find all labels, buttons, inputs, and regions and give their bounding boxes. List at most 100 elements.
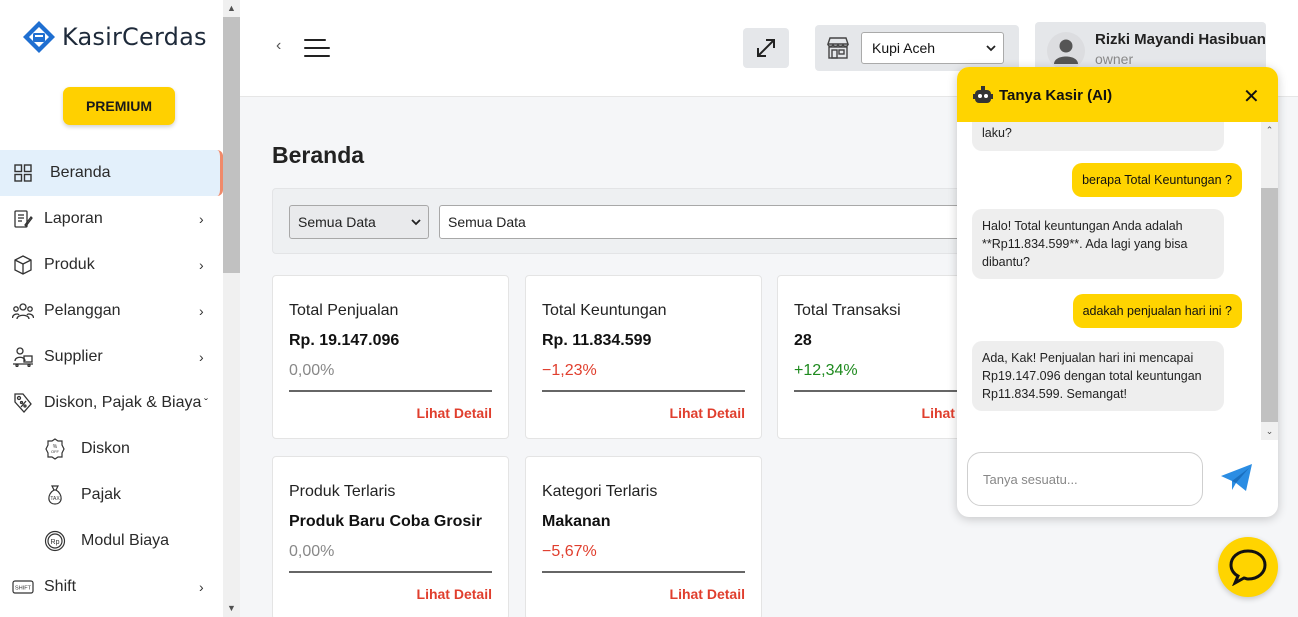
detail-filter-select[interactable]: Semua Data xyxy=(439,205,1039,239)
brand-name: KasirCerdas xyxy=(62,23,207,51)
chevron-down-icon: ˇ xyxy=(204,396,208,410)
sidebar: KasirCerdas PREMIUM Beranda Laporan › Pr… xyxy=(0,0,223,617)
brand-logo[interactable]: KasirCerdas xyxy=(22,18,207,56)
user-message: adakah penjualan hari ini ? xyxy=(1072,294,1242,328)
scroll-down-arrow-icon[interactable]: ▼ xyxy=(227,603,236,613)
sidebar-item-pajak[interactable]: TAX Pajak xyxy=(0,472,223,518)
kasircerdas-logo-icon xyxy=(22,20,56,54)
sidebar-item-pelanggan[interactable]: Pelanggan › xyxy=(0,288,223,334)
grid-icon xyxy=(12,162,34,184)
box-icon xyxy=(12,254,34,276)
store-icon xyxy=(827,37,849,59)
chat-bubble-icon xyxy=(1229,549,1267,586)
sidebar-item-label: Shift xyxy=(44,578,77,595)
sidebar-item-label: Diskon xyxy=(81,440,130,457)
sidebar-item-label: Pajak xyxy=(81,486,122,503)
user-message: berapa Total Keuntungan ? xyxy=(1072,163,1242,197)
card-value: Rp. 11.834.599 xyxy=(542,332,652,349)
lihat-detail-link[interactable]: Lihat Detail xyxy=(416,586,492,602)
rupiah-coin-icon: Rp xyxy=(44,530,66,552)
scrollbar-thumb[interactable] xyxy=(1261,188,1278,422)
chevron-right-icon: › xyxy=(199,303,204,319)
lihat-detail-link[interactable]: Lihat Detail xyxy=(669,405,745,421)
hamburger-menu-icon[interactable] xyxy=(304,37,330,59)
chevron-right-icon: › xyxy=(199,349,204,365)
user-role: owner xyxy=(1095,51,1134,67)
fullscreen-button[interactable] xyxy=(743,28,789,68)
premium-button[interactable]: PREMIUM xyxy=(63,87,175,125)
bot-message: Halo! Total keuntungan Anda adalah **Rp1… xyxy=(972,209,1224,279)
card-change: 0,00% xyxy=(289,543,335,560)
lihat-detail-link[interactable]: Lihat Detail xyxy=(669,586,745,602)
store-select-value: Kupi Aceh xyxy=(872,40,936,56)
card-title: Total Keuntungan xyxy=(542,302,667,319)
card-divider xyxy=(289,571,492,573)
card-change: 0,00% xyxy=(289,362,335,379)
ai-chat-panel: Tanya Kasir (AI) ✕ laku? berapa Total Ke… xyxy=(957,67,1278,517)
sidebar-scrollbar[interactable]: ▲ ▼ xyxy=(223,0,240,617)
sidebar-item-diskon[interactable]: % OFF Diskon xyxy=(0,426,223,472)
chat-input[interactable]: Tanya sesuatu... xyxy=(967,452,1203,506)
sidebar-item-shift[interactable]: SHIFT Shift › xyxy=(0,564,223,610)
card-title: Total Penjualan xyxy=(289,302,399,319)
chat-toggle-button[interactable] xyxy=(1218,537,1278,597)
store-select[interactable]: Kupi Aceh xyxy=(861,32,1004,64)
chat-scrollbar[interactable]: ⌃ ⌄ xyxy=(1261,122,1278,440)
svg-text:%: % xyxy=(53,444,58,450)
scroll-up-arrow-icon[interactable]: ▲ xyxy=(227,3,236,13)
discount-badge-icon: % OFF xyxy=(44,438,66,460)
scope-filter-value: Semua Data xyxy=(298,214,376,230)
bot-message: laku? xyxy=(972,122,1224,151)
card-change: +12,34% xyxy=(794,362,858,379)
card-value: Rp. 19.147.096 xyxy=(289,332,400,349)
back-chevron-icon[interactable]: ‹ xyxy=(276,37,282,54)
report-icon xyxy=(12,208,34,230)
chat-title: Tanya Kasir (AI) xyxy=(999,87,1113,104)
card-change: −5,67% xyxy=(542,543,597,560)
lihat-detail-link[interactable]: Lihat Detail xyxy=(416,405,492,421)
top-header: ‹ Kupi Aceh Rizki Mayandi Hasibuan owner xyxy=(240,0,1298,97)
sidebar-item-beranda[interactable]: Beranda xyxy=(0,150,223,196)
scroll-down-arrow-icon[interactable]: ⌄ xyxy=(1265,426,1274,436)
sidebar-item-modul-biaya[interactable]: Rp Modul Biaya xyxy=(0,518,223,564)
card-value: Makanan xyxy=(542,513,611,530)
discount-tag-icon xyxy=(12,392,34,414)
stat-card-total-keuntungan: Total Keuntungan Rp. 11.834.599 −1,23% L… xyxy=(525,275,762,439)
card-title: Total Transaksi xyxy=(794,302,901,319)
svg-text:Rp: Rp xyxy=(51,539,60,546)
sidebar-item-produk[interactable]: Produk › xyxy=(0,242,223,288)
stat-card-kategori-terlaris: Kategori Terlaris Makanan −5,67% Lihat D… xyxy=(525,456,762,617)
card-value: Produk Baru Coba Grosir xyxy=(289,513,482,530)
card-divider xyxy=(794,390,997,392)
sidebar-item-label: Diskon, Pajak & Biaya xyxy=(44,394,202,411)
card-divider xyxy=(542,571,745,573)
page-title: Beranda xyxy=(272,142,365,168)
users-icon xyxy=(12,300,34,322)
expand-icon xyxy=(757,39,775,57)
close-icon[interactable]: ✕ xyxy=(1243,86,1260,108)
stat-card-produk-terlaris: Produk Terlaris Produk Baru Coba Grosir … xyxy=(272,456,509,617)
sidebar-item-label: Beranda xyxy=(50,164,111,181)
stat-card-total-penjualan: Total Penjualan Rp. 19.147.096 0,00% Lih… xyxy=(272,275,509,439)
detail-filter-value: Semua Data xyxy=(448,214,526,230)
avatar xyxy=(1047,32,1085,70)
robot-icon xyxy=(973,86,993,103)
chat-header: Tanya Kasir (AI) ✕ xyxy=(957,67,1278,122)
scroll-up-arrow-icon[interactable]: ⌃ xyxy=(1265,125,1274,135)
sidebar-item-label: Modul Biaya xyxy=(81,532,170,549)
card-change: −1,23% xyxy=(542,362,597,379)
sidebar-item-supplier[interactable]: Supplier › xyxy=(0,334,223,380)
send-icon[interactable] xyxy=(1220,463,1254,493)
scrollbar-thumb[interactable] xyxy=(223,17,240,273)
chevron-down-icon xyxy=(986,45,996,52)
scope-filter-select[interactable]: Semua Data xyxy=(289,205,429,239)
svg-text:TAX: TAX xyxy=(50,496,60,502)
sidebar-item-label: Laporan xyxy=(44,210,103,227)
card-value: 28 xyxy=(794,332,812,349)
user-profile[interactable]: Rizki Mayandi Hasibuan owner xyxy=(1035,22,1266,72)
supplier-icon xyxy=(12,346,34,368)
svg-text:SHIFT: SHIFT xyxy=(15,586,32,592)
card-divider xyxy=(289,390,492,392)
sidebar-item-diskon-pajak-biaya[interactable]: Diskon, Pajak & Biaya ˇ xyxy=(0,380,223,426)
sidebar-item-laporan[interactable]: Laporan › xyxy=(0,196,223,242)
